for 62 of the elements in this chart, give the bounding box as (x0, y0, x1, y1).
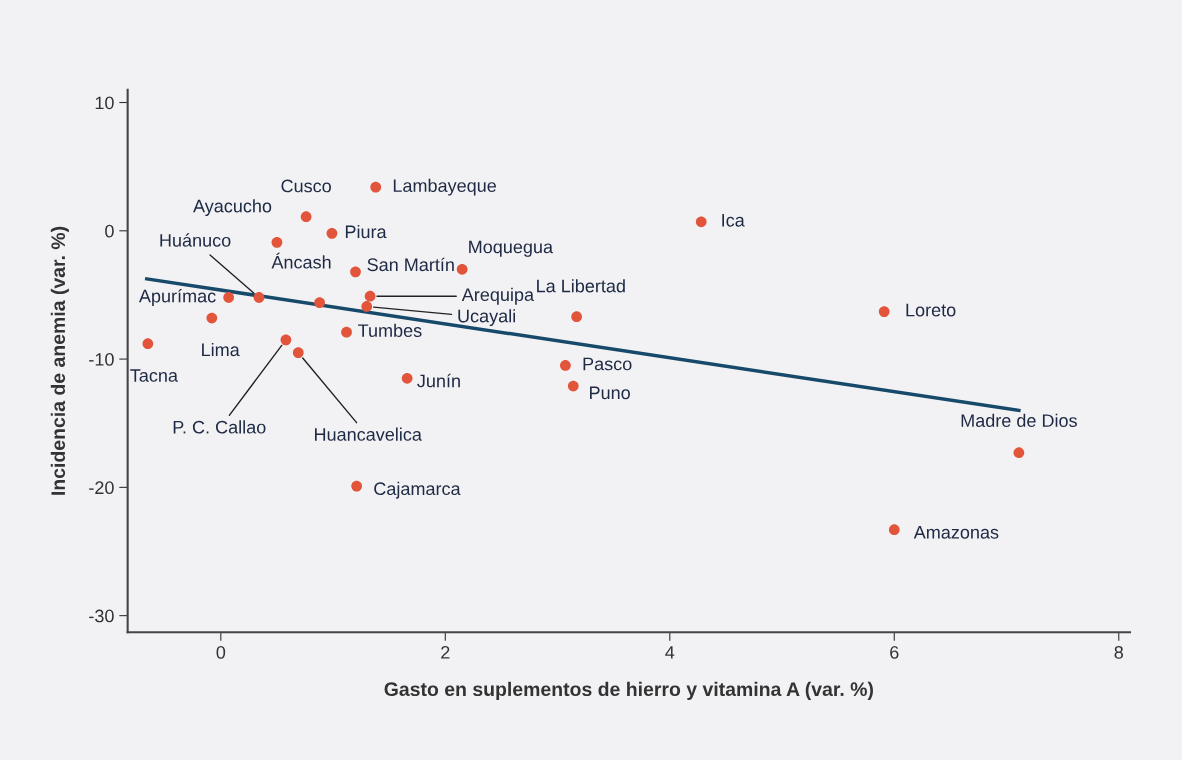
y-tick-label: 10 (95, 96, 114, 110)
point (456, 263, 468, 275)
annotation: Puno (590, 386, 630, 400)
point (351, 480, 363, 492)
point (300, 211, 312, 223)
annotation: La Libertad (537, 279, 625, 293)
annotation: Piura (345, 224, 387, 239)
y-tick-label: -30 (89, 609, 114, 623)
point (142, 338, 154, 350)
annotation: Cajamarca (374, 481, 461, 499)
point (223, 292, 235, 303)
point (361, 301, 373, 312)
annotation: Huánuco (160, 233, 231, 247)
annotation: Tumbes (358, 323, 422, 337)
annotation: Lima (202, 342, 240, 357)
annotation: Junín (417, 373, 460, 388)
point (271, 236, 283, 248)
point (253, 292, 265, 303)
x-tick-label: 0 (216, 645, 226, 659)
annotation: Amazonas (913, 526, 999, 539)
y-tick-label: 0 (105, 224, 114, 238)
point (888, 524, 900, 536)
annotation: Madre de Dios (961, 413, 1077, 428)
point (1013, 447, 1025, 459)
annotation: Loreto (906, 303, 956, 317)
point (314, 297, 325, 309)
annotation: Moquegua (469, 240, 554, 257)
annotation: Ayacucho (193, 199, 272, 217)
annotation: Ica (722, 214, 745, 227)
x-axis-title: Gasto en suplementos de hierro y vitamina A (var. %) (384, 681, 873, 700)
point (567, 380, 579, 392)
point (401, 372, 413, 384)
x-tick-label: 4 (665, 646, 675, 659)
annotation: Tacna (130, 369, 178, 382)
point (878, 306, 890, 317)
point (370, 181, 382, 193)
annotation: Áncash (271, 252, 331, 269)
point (560, 360, 571, 371)
x-tick-label: 8 (1114, 645, 1123, 659)
point (695, 216, 707, 228)
x-tick-label: 2 (441, 645, 450, 659)
y-axis-title: Incidencia de anemia (var. %) (50, 226, 69, 495)
annotation: Huancavelica (315, 427, 422, 441)
y-tick-label: -20 (89, 481, 114, 495)
annotation: Cusco (281, 179, 331, 193)
point (326, 227, 338, 239)
point (571, 311, 583, 323)
annotation: Ucayali (458, 309, 515, 327)
x-tick-label: 6 (890, 645, 899, 659)
annotation: P. C. Callao (173, 420, 266, 434)
annotation: Lambayeque (393, 178, 496, 196)
point (280, 334, 292, 346)
annotation: San Martín (367, 257, 454, 272)
annotation: Apurímac (138, 288, 216, 307)
point (341, 326, 352, 338)
point (292, 347, 304, 359)
point (364, 290, 376, 302)
y-tick-label: -10 (89, 353, 114, 366)
point (206, 312, 218, 324)
annotation: Pasco (583, 357, 632, 371)
annotation: Arequipa (461, 287, 535, 305)
point (350, 266, 361, 278)
